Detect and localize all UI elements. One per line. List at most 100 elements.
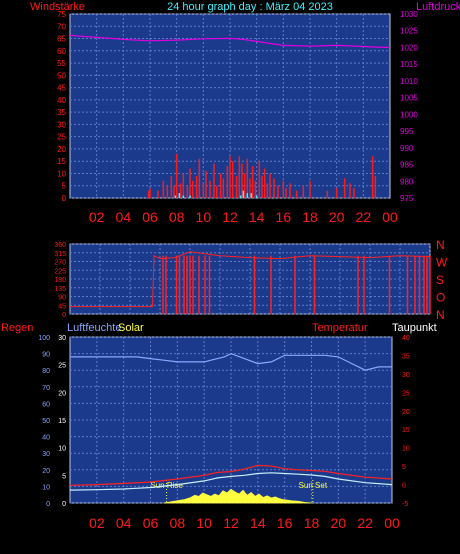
y-tick-label-wind: 5	[62, 182, 67, 191]
x-tick-label: 00	[384, 515, 400, 531]
compass-label: S	[436, 273, 444, 287]
header-title: 24 hour graph day : März 04 2023	[167, 1, 333, 13]
header-luftdruck: Luftdruck	[416, 1, 460, 13]
y-tick-label-humidity: 30	[42, 451, 50, 458]
x-tick-label: 06	[143, 515, 159, 531]
y-tick-label-temperature: 15	[402, 427, 410, 434]
label-temperatur: Temperatur	[312, 322, 368, 334]
x-tick-label: 20	[329, 209, 345, 225]
x-tick-label: 18	[302, 209, 318, 225]
compass-label: N	[436, 238, 445, 252]
y-tick-label-temperature: 25	[402, 390, 410, 397]
humidity-solar-temperature-chart: 0102030405060708090100051015202530-50510…	[38, 335, 410, 531]
y-tick-label-pressure: 1000	[400, 110, 418, 119]
y-tick-label-solar: 30	[58, 335, 66, 342]
x-tick-label: 22	[357, 515, 373, 531]
compass-label: W	[436, 256, 448, 270]
y-tick-label-wind: 70	[57, 22, 66, 31]
x-tick-label: 04	[116, 515, 132, 531]
y-tick-label-temperature: 20	[402, 409, 410, 416]
y-tick-label-pressure: 995	[400, 127, 414, 136]
y-tick-label-humidity: 0	[46, 501, 50, 508]
x-tick-label: 16	[277, 515, 293, 531]
humidity-line	[70, 352, 392, 371]
x-tick-label: 22	[356, 209, 372, 225]
x-tick-label: 20	[331, 515, 347, 531]
y-tick-label-wind: 10	[57, 169, 66, 178]
y-tick-label-wind: 40	[57, 96, 66, 105]
x-tick-label: 10	[196, 209, 212, 225]
solar-area	[163, 488, 312, 504]
x-tick-label: 08	[169, 209, 185, 225]
y-tick-label-pressure: 1005	[400, 94, 418, 103]
y-tick-label-pressure: 1020	[400, 43, 418, 52]
y-tick-label-humidity: 60	[42, 401, 50, 408]
y-tick-label-temperature: 35	[402, 353, 410, 360]
y-tick-label-humidity: 40	[42, 435, 50, 442]
y-tick-label-pressure: 980	[400, 177, 414, 186]
y-tick-label-direction: 225	[54, 268, 66, 275]
y-tick-label-direction: 135	[54, 286, 66, 293]
y-tick-label-humidity: 20	[42, 468, 50, 475]
x-tick-label: 06	[142, 209, 158, 225]
y-tick-label-humidity: 70	[42, 385, 50, 392]
y-tick-label-solar: 25	[58, 363, 66, 370]
y-tick-label-direction: 90	[58, 295, 66, 302]
y-tick-label-direction: 360	[54, 242, 66, 249]
y-tick-label-pressure: 1030	[400, 10, 418, 19]
x-tick-label: 02	[89, 515, 105, 531]
header-windstaerke: Windstärke	[30, 1, 85, 13]
y-tick-label-humidity: 10	[42, 484, 50, 491]
y-tick-label-humidity: 80	[42, 368, 50, 375]
y-tick-label-wind: 75	[57, 10, 66, 19]
y-tick-label-pressure: 985	[400, 161, 414, 170]
y-tick-label-pressure: 1010	[400, 77, 418, 86]
label-taupunkt: Taupunkt	[392, 322, 437, 334]
y-tick-label-wind: 30	[57, 120, 66, 129]
compass-label: N	[436, 308, 445, 322]
y-tick-label-wind: 45	[57, 84, 66, 93]
y-tick-label-pressure: 1015	[400, 60, 418, 69]
y-tick-label-direction: 270	[54, 260, 66, 267]
label-regen: Regen	[1, 322, 33, 334]
x-tick-label: 08	[170, 515, 186, 531]
wind-pressure-chart: 0510152025303540455055606570759759809859…	[57, 10, 418, 225]
x-tick-label: 10	[196, 515, 212, 531]
y-tick-label-wind: 65	[57, 35, 66, 44]
label-solar: Solar	[118, 322, 144, 334]
y-tick-label-pressure: 975	[400, 194, 414, 203]
x-tick-label: 12	[222, 209, 238, 225]
y-tick-label-solar: 0	[62, 501, 66, 508]
y-tick-label-temperature: 30	[402, 372, 410, 379]
y-tick-label-wind: 50	[57, 71, 66, 80]
y-tick-label-wind: 55	[57, 59, 66, 68]
y-tick-label-humidity: 100	[38, 335, 50, 342]
x-tick-label: 00	[382, 209, 398, 225]
y-tick-label-wind: 35	[57, 108, 66, 117]
pressure-line	[69, 34, 391, 49]
y-tick-label-solar: 20	[58, 390, 66, 397]
y-tick-label-solar: 5	[62, 473, 66, 480]
y-tick-label-temperature: 0	[402, 483, 406, 490]
y-tick-label-wind: 0	[62, 194, 67, 203]
x-tick-label: 14	[249, 209, 265, 225]
y-tick-label-wind: 25	[57, 133, 66, 142]
dewpoint-line	[69, 472, 393, 491]
y-tick-label-humidity: 90	[42, 352, 50, 359]
y-tick-label-direction: 315	[54, 251, 66, 258]
sun-set-label: Sun Set	[299, 481, 328, 490]
x-tick-label: 04	[116, 209, 132, 225]
y-tick-label-solar: 15	[58, 418, 66, 425]
y-tick-label-temperature: 10	[402, 446, 410, 453]
y-tick-label-humidity: 50	[42, 418, 50, 425]
x-tick-label: 18	[304, 515, 320, 531]
y-tick-label-direction: 45	[58, 303, 66, 310]
x-tick-label: 16	[276, 209, 292, 225]
y-tick-label-direction: 180	[54, 277, 66, 284]
y-tick-label-wind: 60	[57, 47, 66, 56]
y-tick-label-direction: 0	[62, 312, 66, 319]
label-luftfeuchte: Luftfeuchte	[67, 322, 121, 334]
y-tick-label-solar: 10	[58, 446, 66, 453]
